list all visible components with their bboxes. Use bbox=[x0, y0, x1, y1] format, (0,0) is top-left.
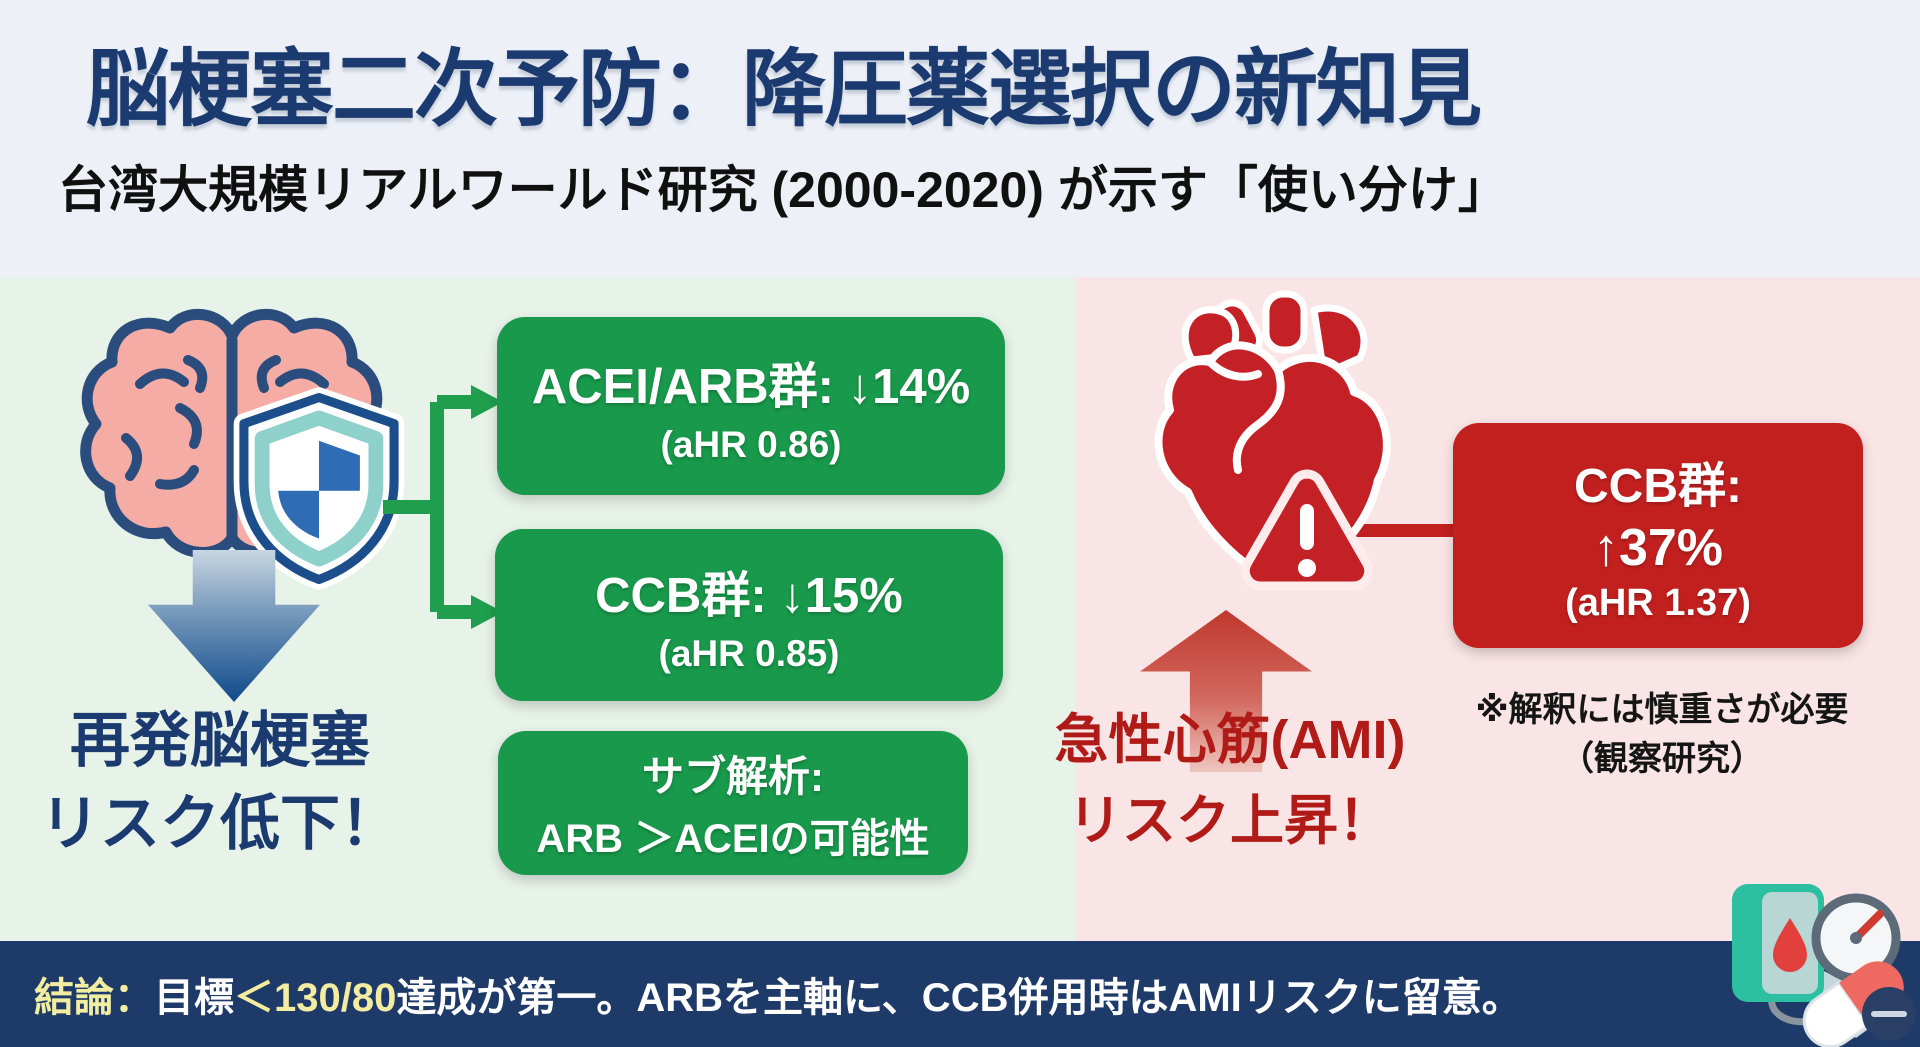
ami-outcome-line1: 急性心筋(AMI) bbox=[1054, 710, 1406, 770]
acei-arb-result-label: ACEI/ARB群: ↓14% bbox=[531, 359, 971, 414]
conclusion-part1: 目標 bbox=[154, 976, 234, 1020]
subanalysis-box: サブ解析: ARB ＞ACEIの可能性 bbox=[498, 731, 968, 875]
ami-outcome-text: 急性心筋(AMI) リスク上昇！ bbox=[1028, 700, 1432, 862]
conclusion-label: 結論： bbox=[34, 976, 154, 1020]
stroke-outcome-line1: 再発脳梗塞 bbox=[70, 707, 370, 774]
ccb-ami-risk-box: CCB群: ↑37% (aHR 1.37) bbox=[1453, 423, 1863, 648]
ccb-ami-risk-label: CCB群: bbox=[1574, 460, 1742, 513]
ccb-benefit-result-ahr: (aHR 0.85) bbox=[658, 632, 840, 674]
ccb-ami-risk-value: ↑37% bbox=[1592, 519, 1724, 577]
interpretation-note-line2: （観察研究） bbox=[1560, 740, 1764, 779]
page-subtitle: 台湾大規模リアルワールド研究 (2000-2020) が示す「使い分け」 bbox=[58, 162, 1508, 218]
bp-cuff-icon bbox=[1732, 884, 1824, 1002]
heart-to-box-connector bbox=[1355, 524, 1467, 537]
ccb-benefit-result-label: CCB群: ↓15% bbox=[595, 568, 903, 623]
blood-drop-icon bbox=[1773, 918, 1807, 972]
tablet-icon bbox=[1862, 987, 1916, 1041]
ami-outcome-line2: リスク上昇！ bbox=[1068, 791, 1392, 851]
warning-triangle-icon bbox=[1240, 469, 1374, 591]
acei-arb-result-ahr: (aHR 0.86) bbox=[660, 423, 842, 465]
shield-check-icon bbox=[233, 387, 405, 590]
heart-anatomical-icon bbox=[1154, 290, 1391, 591]
conclusion-bp-target: ＜130/80 bbox=[234, 976, 397, 1020]
ccb-benefit-result-box: CCB群: ↓15% (aHR 0.85) bbox=[495, 529, 1003, 701]
acei-arb-result-box: ACEI/ARB群: ↓14% (aHR 0.86) bbox=[497, 317, 1005, 495]
conclusion-bar: 結論：目標＜130/80達成が第一。ARBを主軸に、CCB併用時はAMIリスクに… bbox=[0, 941, 1920, 1047]
stroke-outcome-text: 再発脳梗塞 リスク低下！ bbox=[16, 700, 424, 866]
branch-arrows-icon bbox=[383, 385, 503, 629]
page-title: 脳梗塞二次予防：降圧薬選択の新知見 bbox=[85, 42, 1482, 136]
bp-monitor-and-pills-icon bbox=[1732, 884, 1916, 1047]
subanalysis-label: サブ解析: bbox=[642, 752, 824, 800]
ccb-ami-risk-ahr: (aHR 1.37) bbox=[1565, 582, 1751, 624]
conclusion-part2: 達成が第一。ARBを主軸に、CCB併用時はAMIリスクに留意。 bbox=[396, 976, 1522, 1020]
interpretation-note: ※解釈には慎重さが必要 （観察研究） bbox=[1424, 686, 1900, 785]
stroke-outcome-line2: リスク低下！ bbox=[40, 789, 400, 857]
subanalysis-finding: ARB ＞ACEIの可能性 bbox=[536, 816, 930, 861]
conclusion-text: 結論：目標＜130/80達成が第一。ARBを主軸に、CCB併用時はAMIリスクに… bbox=[34, 965, 1522, 1023]
interpretation-note-line1: ※解釈には慎重さが必要 bbox=[1475, 691, 1849, 729]
